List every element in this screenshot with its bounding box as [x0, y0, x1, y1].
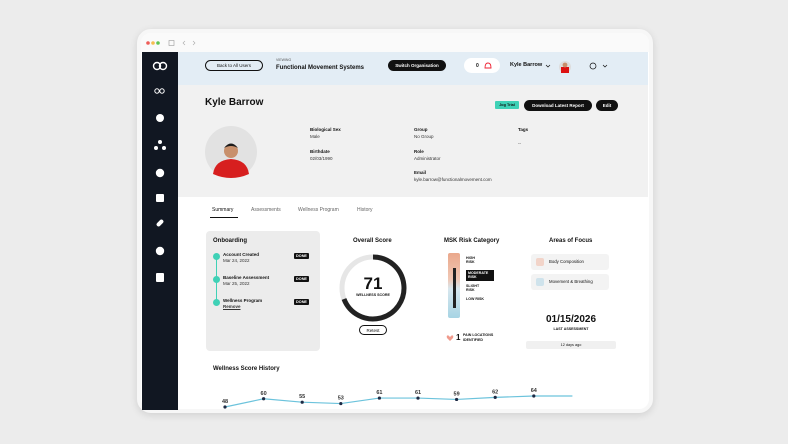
assessment-date-label: LAST ASSESSMENT	[553, 327, 589, 331]
badge: Jog Trial	[495, 101, 519, 109]
step-check	[213, 276, 220, 283]
field-value: Administrator	[414, 156, 441, 161]
field-label: Birthdate	[310, 149, 330, 154]
history-line	[224, 395, 573, 408]
field-value: Male	[310, 134, 320, 139]
risk-level: MODERATE RISK	[466, 270, 494, 281]
history-title: Wellness Score History	[213, 366, 280, 372]
history-point	[339, 401, 343, 406]
risk-level: LOW RISK	[466, 297, 484, 301]
focus-item: Body Composition	[531, 254, 609, 270]
history-point	[532, 394, 536, 398]
history-value: 60	[261, 391, 267, 397]
retest-button[interactable]: Retest	[359, 325, 387, 335]
onboarding-card	[206, 231, 320, 351]
back-button[interactable]: Back to All Users	[205, 60, 263, 71]
msk-title: MSK Risk Category	[444, 238, 500, 244]
profile-name: Kyle Barrow	[205, 97, 264, 108]
tab[interactable]: Summary	[212, 207, 234, 213]
risk-level: HIGH RISK	[466, 256, 475, 265]
history-value: 61	[376, 390, 382, 396]
history-value: 53	[338, 396, 344, 402]
step-detail: Mar 25, 2022	[223, 281, 250, 286]
notifications[interactable]: 0	[464, 58, 500, 73]
risk-marker	[453, 268, 456, 308]
history-point	[223, 405, 227, 409]
field-value: --	[518, 141, 521, 146]
focus-icon	[536, 278, 544, 286]
field-label: Group	[414, 127, 428, 132]
history-point	[300, 400, 304, 404]
tab-underline	[210, 217, 238, 218]
step-name: Account Created	[223, 252, 260, 257]
pain-count: 1	[456, 333, 461, 342]
edit-button[interactable]: Edit	[596, 100, 618, 111]
step-status: DONE	[294, 299, 309, 305]
step-detail: Mar 24, 2022	[223, 258, 250, 263]
focus-item: Movement & Breathing	[531, 274, 609, 290]
sidebar	[142, 52, 178, 410]
history-value: 64	[531, 388, 538, 394]
step-check	[213, 299, 220, 306]
profile-photo	[205, 126, 257, 178]
field-value: No Group	[414, 134, 434, 139]
history-point	[455, 397, 459, 402]
focus-title: Areas of Focus	[549, 238, 593, 244]
window-controls	[146, 40, 196, 46]
score-gauge	[339, 254, 407, 322]
organisation-name: Functional Movement Systems	[276, 65, 365, 71]
onboarding-title: Onboarding	[213, 238, 247, 244]
download-report-button[interactable]: Download Latest Report	[524, 100, 592, 111]
header-icons	[545, 61, 608, 73]
field-value: kyle.barrow@functionalmovement.com	[414, 177, 492, 182]
viewing-label: VIEWING	[276, 58, 292, 62]
overall-score-title: Overall Score	[353, 238, 392, 244]
focus-icon	[536, 258, 544, 266]
risk-level: SLIGHT RISK	[466, 284, 480, 293]
score-value: 71	[363, 274, 383, 293]
step-name: Wellness Program	[223, 298, 263, 303]
history-value: 62	[492, 389, 498, 395]
field-label: Biological Sex	[310, 127, 341, 132]
step-detail[interactable]: Remove	[223, 304, 241, 309]
history-value: 48	[222, 399, 228, 405]
field-label: Role	[414, 149, 424, 154]
step-check	[213, 253, 220, 260]
assessment-date: 01/15/2026	[545, 314, 597, 325]
switch-organisation-button[interactable]: Switch Organisation	[388, 60, 446, 71]
step-status: DONE	[294, 276, 309, 282]
tab[interactable]: Wellness Program	[298, 207, 339, 213]
score-label: WELLNESS SCORE	[356, 293, 390, 297]
field-label: Tags	[518, 127, 529, 132]
focus-label: Body Composition	[549, 259, 584, 264]
pain-label: PAIN LOCATIONS IDENTIFIED	[463, 333, 494, 342]
user-name[interactable]: Kyle Barrow	[510, 62, 543, 68]
days-ago: 12 days ago	[526, 341, 616, 349]
history-point	[262, 397, 266, 401]
browser-bar	[141, 33, 649, 52]
history-point	[416, 396, 420, 400]
history-point	[377, 396, 381, 400]
tab[interactable]: Assessments	[251, 207, 281, 213]
history-value: 55	[299, 394, 305, 400]
step-status: DONE	[294, 253, 309, 259]
sidebar-icons	[152, 61, 168, 282]
notification-count: 0	[476, 62, 479, 69]
field-value: 02/03/1990	[310, 156, 333, 161]
bell-icon	[484, 62, 492, 68]
history-chart: 48 60 55 53 61 61 59 62 64	[222, 388, 573, 409]
history-point	[493, 395, 497, 399]
field-label: Email	[414, 170, 427, 175]
focus-label: Movement & Breathing	[549, 279, 593, 284]
heart-icon	[446, 335, 454, 341]
history-value: 61	[415, 390, 421, 396]
step-name: Baseline Assessment	[223, 275, 270, 280]
tab[interactable]: History	[357, 207, 373, 213]
history-value: 59	[454, 391, 460, 397]
